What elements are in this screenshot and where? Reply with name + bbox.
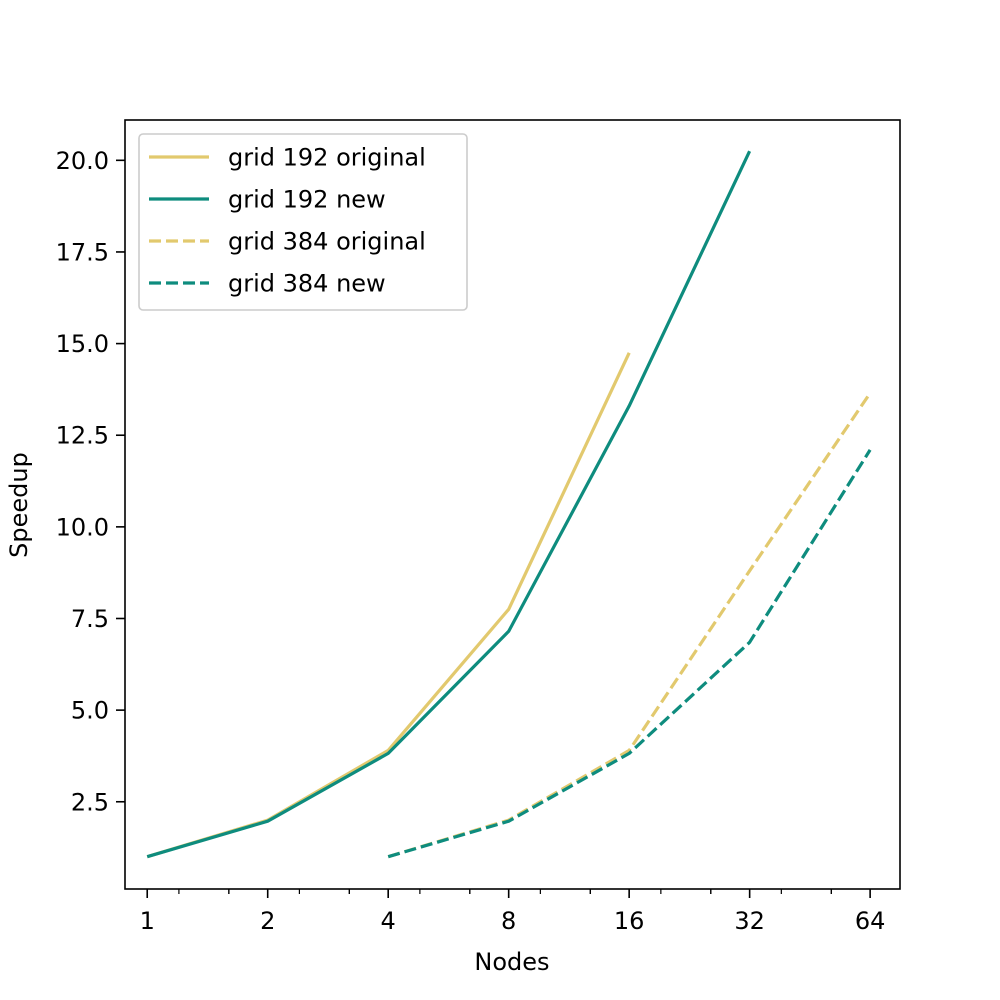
plot-frame bbox=[124, 119, 901, 890]
x-tick-label: 32 bbox=[734, 907, 765, 935]
legend-label: grid 192 original bbox=[228, 144, 426, 172]
y-tick-label: 17.5 bbox=[56, 238, 109, 266]
x-tick-label: 2 bbox=[260, 907, 275, 935]
series-line-1 bbox=[146, 150, 752, 859]
x-axis-label: Nodes bbox=[474, 948, 549, 976]
y-tick-label: 2.5 bbox=[71, 788, 109, 816]
y-tick-label: 15.0 bbox=[56, 330, 109, 358]
y-axis-label: Speedup bbox=[5, 452, 33, 558]
legend: grid 192 original grid 192 new grid 384 or… bbox=[138, 133, 468, 311]
x-axis: 1 2 4 8 16 32 64 bbox=[140, 889, 886, 935]
series-line-2 bbox=[387, 392, 872, 859]
y-tick-label: 5.0 bbox=[71, 697, 109, 725]
legend-label: grid 384 original bbox=[228, 228, 426, 256]
x-tick-label: 4 bbox=[381, 907, 396, 935]
series-line-3 bbox=[387, 449, 872, 859]
legend-label: grid 384 new bbox=[228, 270, 386, 298]
x-tick-label: 64 bbox=[855, 907, 886, 935]
legend-label: grid 192 new bbox=[228, 186, 386, 214]
x-tick-label: 16 bbox=[614, 907, 645, 935]
legend-frame bbox=[138, 133, 468, 311]
x-tick-label: 1 bbox=[140, 907, 155, 935]
y-tick-label: 12.5 bbox=[56, 422, 109, 450]
x-tick-label: 8 bbox=[501, 907, 516, 935]
series-layer bbox=[146, 150, 872, 859]
y-tick-label: 20.0 bbox=[56, 147, 109, 175]
y-tick-label: 7.5 bbox=[71, 605, 109, 633]
y-axis: 2.5 5.0 7.5 10.0 12.5 15.0 17.5 20.0 bbox=[56, 147, 125, 816]
y-tick-label: 10.0 bbox=[56, 513, 109, 541]
